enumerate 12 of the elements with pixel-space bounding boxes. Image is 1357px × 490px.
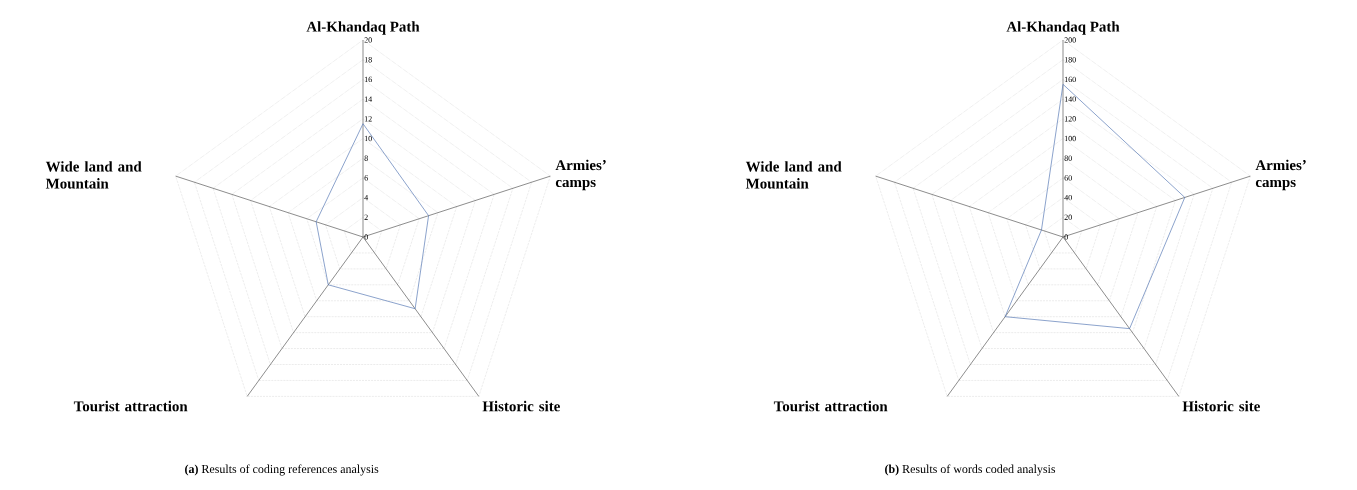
text: (a) Results of coding references analysis bbox=[185, 464, 379, 476]
spoke-label: Wide land and Mountain bbox=[45, 161, 142, 189]
spoke-label: Armies’ camps bbox=[555, 159, 606, 191]
text: (b) Results of words coded analysis bbox=[885, 464, 1056, 476]
spoke-label: Al-Khandaq Path bbox=[306, 21, 420, 35]
spoke-label: Armies’ camps bbox=[1255, 159, 1306, 191]
spoke-label: Wide land and Mountain bbox=[745, 161, 842, 189]
spoke-label: Historic site bbox=[482, 400, 560, 412]
spoke-label: Historic site bbox=[1182, 400, 1260, 412]
spoke-label: Al-Khandaq Path bbox=[1006, 21, 1120, 35]
spoke-label: Tourist attraction bbox=[73, 400, 188, 412]
spoke-label: Tourist attraction bbox=[773, 400, 888, 412]
